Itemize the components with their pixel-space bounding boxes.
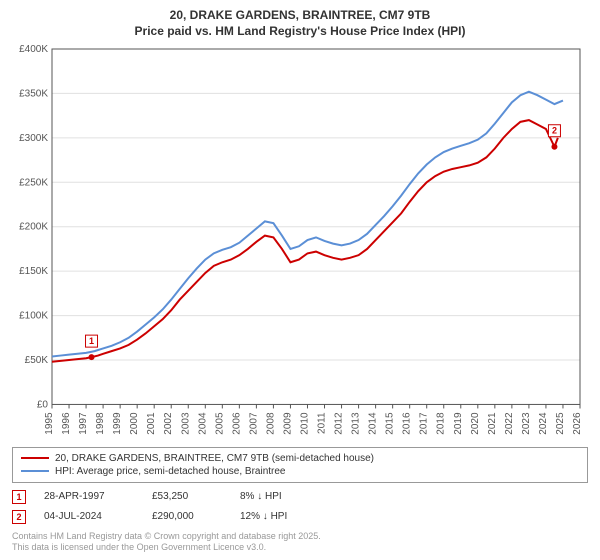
svg-text:£200K: £200K — [19, 222, 48, 233]
svg-text:2005: 2005 — [214, 412, 225, 435]
svg-text:£50K: £50K — [25, 355, 49, 366]
svg-text:2001: 2001 — [146, 412, 157, 435]
legend-swatch-price-paid — [21, 457, 49, 459]
svg-text:£100K: £100K — [19, 311, 48, 322]
svg-text:2023: 2023 — [521, 412, 532, 435]
svg-text:£250K: £250K — [19, 177, 48, 188]
chart-container: 20, DRAKE GARDENS, BRAINTREE, CM7 9TB Pr… — [0, 0, 600, 560]
svg-text:£400K: £400K — [19, 45, 48, 55]
svg-text:1998: 1998 — [95, 412, 106, 435]
legend-item-price-paid: 20, DRAKE GARDENS, BRAINTREE, CM7 9TB (s… — [21, 452, 579, 465]
chart-title: 20, DRAKE GARDENS, BRAINTREE, CM7 9TB Pr… — [12, 8, 588, 39]
svg-text:£150K: £150K — [19, 266, 48, 277]
svg-text:1997: 1997 — [78, 412, 89, 435]
svg-text:2004: 2004 — [197, 412, 208, 435]
svg-text:2008: 2008 — [265, 412, 276, 435]
svg-text:2017: 2017 — [419, 412, 430, 435]
svg-text:2003: 2003 — [180, 412, 191, 435]
svg-text:2012: 2012 — [334, 412, 345, 435]
svg-text:2013: 2013 — [351, 412, 362, 435]
svg-text:2025: 2025 — [555, 412, 566, 435]
svg-text:2002: 2002 — [163, 412, 174, 435]
svg-text:2024: 2024 — [538, 412, 549, 435]
footer-line1: Contains HM Land Registry data © Crown c… — [12, 531, 588, 543]
marker-date: 28-APR-1997 — [44, 491, 134, 502]
svg-text:1996: 1996 — [61, 412, 72, 435]
svg-text:2007: 2007 — [248, 412, 259, 435]
svg-text:2015: 2015 — [385, 412, 396, 435]
svg-text:1: 1 — [89, 336, 94, 346]
svg-text:2011: 2011 — [317, 412, 328, 434]
svg-text:£0: £0 — [37, 400, 49, 411]
svg-text:2: 2 — [552, 126, 557, 136]
title-line2: Price paid vs. HM Land Registry's House … — [12, 24, 588, 40]
svg-text:2010: 2010 — [299, 412, 310, 435]
svg-text:1999: 1999 — [112, 412, 123, 435]
svg-text:1995: 1995 — [44, 412, 55, 435]
marker-badge: 2 — [12, 510, 26, 524]
svg-text:2006: 2006 — [231, 412, 242, 435]
chart-plot-area: £0 £50K £100K £150K £200K £250K £300K £350K £400… — [12, 45, 588, 442]
svg-text:2019: 2019 — [453, 412, 464, 435]
legend-swatch-hpi — [21, 470, 49, 472]
marker-row: 2 04-JUL-2024 £290,000 12% ↓ HPI — [12, 507, 588, 527]
svg-text:2016: 2016 — [402, 412, 413, 435]
svg-text:£350K: £350K — [19, 89, 48, 100]
marker-date: 04-JUL-2024 — [44, 511, 134, 522]
footer-line2: This data is licensed under the Open Gov… — [12, 542, 588, 554]
chart-svg: £0 £50K £100K £150K £200K £250K £300K £350K £400… — [12, 45, 588, 442]
marker-delta: 8% ↓ HPI — [240, 491, 330, 502]
marker-price: £290,000 — [152, 511, 222, 522]
svg-text:2022: 2022 — [504, 412, 515, 435]
svg-text:2020: 2020 — [470, 412, 481, 435]
legend-label-price-paid: 20, DRAKE GARDENS, BRAINTREE, CM7 9TB (s… — [55, 453, 374, 464]
legend: 20, DRAKE GARDENS, BRAINTREE, CM7 9TB (s… — [12, 447, 588, 483]
svg-text:2000: 2000 — [129, 412, 140, 435]
svg-text:£300K: £300K — [19, 133, 48, 144]
title-line1: 20, DRAKE GARDENS, BRAINTREE, CM7 9TB — [12, 8, 588, 24]
footer: Contains HM Land Registry data © Crown c… — [12, 531, 588, 554]
marker-table: 1 28-APR-1997 £53,250 8% ↓ HPI 2 04-JUL-… — [12, 487, 588, 527]
svg-text:2026: 2026 — [572, 412, 583, 435]
marker-badge: 1 — [12, 490, 26, 504]
svg-text:2014: 2014 — [368, 412, 379, 435]
svg-text:2021: 2021 — [487, 412, 498, 435]
svg-text:2018: 2018 — [436, 412, 447, 435]
legend-label-hpi: HPI: Average price, semi-detached house,… — [55, 466, 286, 477]
legend-item-hpi: HPI: Average price, semi-detached house,… — [21, 465, 579, 478]
marker-row: 1 28-APR-1997 £53,250 8% ↓ HPI — [12, 487, 588, 507]
svg-text:2009: 2009 — [282, 412, 293, 435]
marker-delta: 12% ↓ HPI — [240, 511, 330, 522]
marker-price: £53,250 — [152, 491, 222, 502]
